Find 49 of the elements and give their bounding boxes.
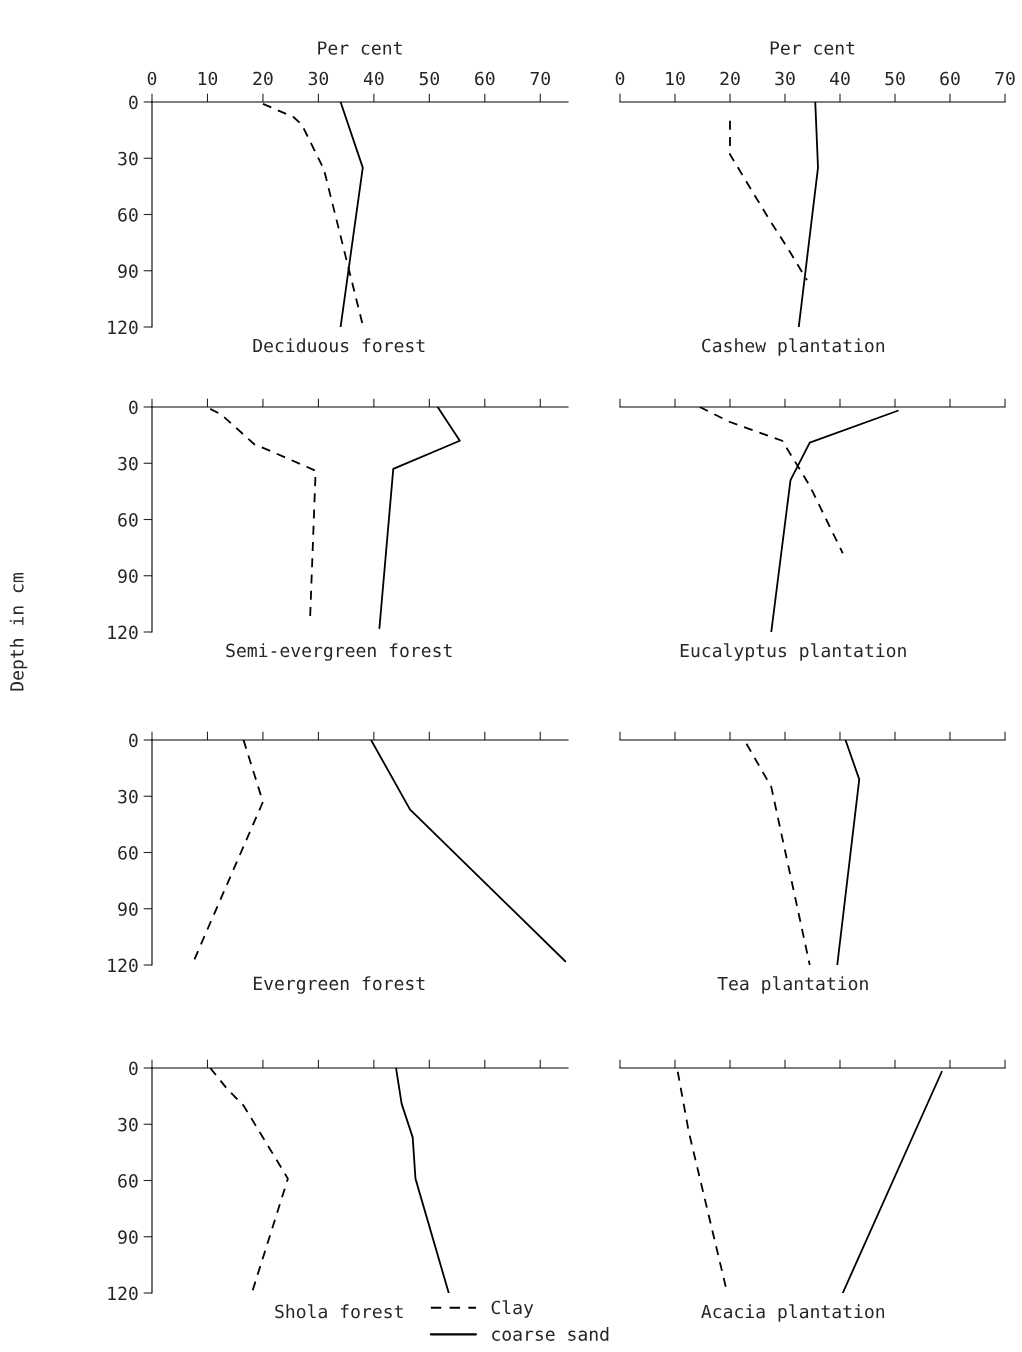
text: Deciduous forest [253,338,425,353]
x-tick-label: 30 [308,71,329,86]
x-tick-label: 20 [253,71,273,86]
text: Evergreen forest [253,976,425,994]
x-tick-label: 0 [147,71,157,86]
y-tick-label: 30 [118,789,138,804]
x-tick-label: 70 [530,71,550,86]
x-tick-label: 60 [940,71,960,86]
x-tick-label: 10 [666,71,685,86]
y-tick-label: 120 [108,320,138,335]
y-tick-label: 30 [118,456,138,471]
x-tick-label: 40 [363,71,384,86]
x-axis-title: Per cent [770,41,855,55]
y-tick-label: 60 [118,1174,138,1188]
text: Shola forest [275,1304,403,1319]
x-tick-label: 20 [720,71,740,86]
y-axis-title: Depth in cm [9,573,28,691]
y-tick-label: 0 [129,400,138,415]
legend-label: coarse sand [492,1326,609,1341]
x-axis-title: Per cent [318,41,402,55]
y-tick-label: 0 [129,1061,138,1076]
text: Acacia plantation [701,1304,885,1322]
x-tick-label: 30 [775,71,795,86]
text: Eucalyptus plantation [680,643,906,661]
y-tick-label: 90 [118,264,138,278]
y-tick-label: 90 [118,1230,138,1244]
x-tick-label: 10 [198,71,218,86]
y-tick-label: 60 [118,513,138,527]
x-tick-label: 50 [885,71,905,86]
y-tick-label: 120 [108,625,138,640]
y-tick-label: 60 [118,208,138,222]
y-tick-label: 90 [118,569,138,583]
y-tick-label: 30 [118,1117,138,1132]
text: Cashew plantation [702,338,885,356]
y-tick-label: 0 [129,95,138,110]
y-tick-label: 30 [118,151,138,166]
y-tick-label: 120 [108,1286,138,1301]
y-tick-label: 120 [108,958,138,973]
y-tick-label: 60 [118,846,138,860]
y-tick-label: 0 [129,733,138,748]
legend-label: Clay [491,1300,534,1318]
x-tick-label: 60 [475,71,495,86]
text: Semi-evergreen forest [226,643,452,661]
y-tick-label: 90 [118,902,138,916]
x-tick-label: 0 [615,71,625,86]
x-tick-label: 50 [419,71,440,86]
x-tick-label: 40 [830,71,850,86]
text: Tea plantation [717,976,868,994]
x-tick-label: 70 [995,71,1015,86]
